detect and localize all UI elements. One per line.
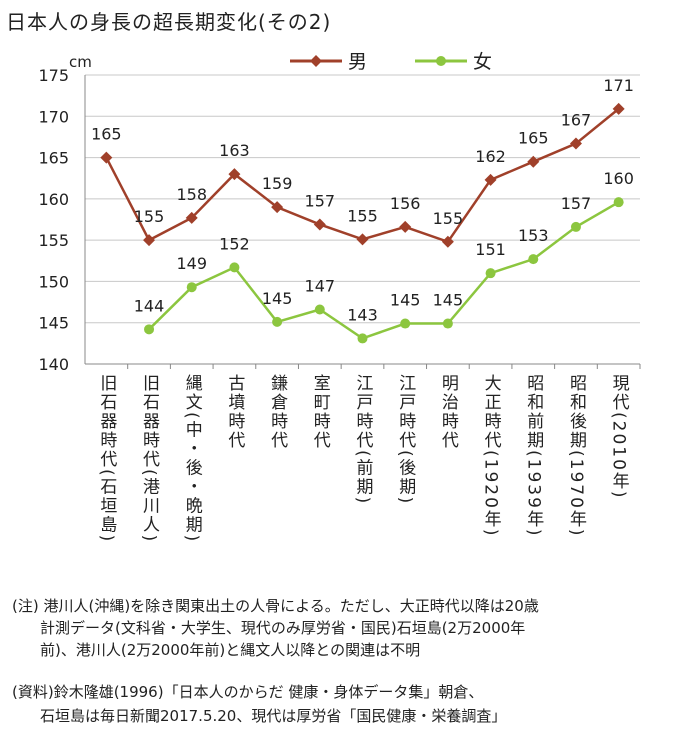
data-point-female [186,282,197,293]
data-label: 159 [262,174,293,193]
data-label: 157 [561,194,592,213]
data-label: 155 [347,206,378,225]
data-point-male [569,137,582,150]
data-point-female [357,333,368,344]
data-label: 160 [603,169,634,188]
page-title: 日本人の身長の超長期変化(その2) [6,10,332,34]
data-label: 165 [518,129,549,148]
data-point-male [228,168,241,181]
x-tick-label: 江戸時代(後期) [395,374,416,505]
data-label: 152 [219,234,250,253]
data-point-female [528,254,539,265]
y-tick-label: 165 [38,149,69,168]
data-label: 145 [262,289,293,308]
data-point-male [441,235,454,248]
data-label: 149 [176,254,207,273]
data-point-male [313,218,326,231]
x-tick-label: 旧石器時代(港川人) [139,374,160,543]
data-label: 165 [91,125,122,144]
legend-label: 女 [473,51,492,73]
x-tick-label: 旧石器時代(石垣島) [96,374,117,543]
data-point-male [271,201,284,214]
data-point-male [484,173,497,186]
data-point-female [272,316,283,327]
data-point-female [485,268,496,279]
source-line-2: 石垣島は毎日新聞2017.5.20、現代は厚労省「国民健康・栄養調査」 [40,707,507,725]
data-point-female [442,318,453,329]
x-tick-label: 鎌倉時代 [267,374,288,450]
data-point-male [356,233,369,246]
y-tick-label: 140 [38,355,69,374]
y-tick-label: 170 [38,107,69,126]
y-tick-label: 155 [38,231,69,250]
note-line-2: 計測データ(文科省・大学生、現代のみ厚労省・国民)石垣島(2万2000年 [40,619,526,637]
data-point-male [527,155,540,168]
data-point-male [100,151,113,164]
data-label: 156 [390,194,421,213]
x-tick-label: 江戸時代(前期) [353,374,374,505]
series-line-female [148,201,620,340]
x-tick-label: 明治時代 [438,374,459,450]
x-tick-label: 室町時代 [310,374,331,450]
source-line-1: (資料)鈴木隆雄(1996)「日本人のからだ 健康・身体データ集」朝倉、 [12,683,484,701]
data-label: 151 [475,240,506,259]
data-point-female [229,262,240,273]
legend-marker [310,55,322,67]
data-label: 147 [305,277,336,296]
data-label: 171 [603,76,634,95]
x-tick-label: 昭和前期(1939年) [523,374,544,538]
legend-marker [436,56,446,66]
data-label: 155 [433,209,464,228]
data-point-male [399,220,412,233]
y-axis-unit: cm [69,53,92,71]
x-tick-label: 古墳時代 [224,374,245,450]
x-tick-label: 大正時代(1920年) [481,374,502,538]
data-point-female [314,304,325,315]
y-tick-label: 150 [38,272,69,291]
data-point-female [400,318,411,329]
data-label: 143 [347,305,378,324]
data-label: 163 [219,141,250,160]
y-tick-label: 145 [38,314,69,333]
data-point-female [144,324,155,335]
data-point-male [143,234,156,247]
note-line-1: (注) 港川人(沖縄)を除き関東出土の人骨による。ただし、大正時代以降は20歳 [12,597,539,615]
data-label: 158 [176,185,207,204]
data-label: 145 [433,291,464,310]
x-tick-label: 現代(2010年) [609,374,630,500]
data-label: 167 [561,111,592,130]
note-line-3: 前)、港川人(2万2000年前)と縄文人以降との関連は不明 [40,641,421,659]
y-tick-label: 160 [38,190,69,209]
y-tick-label: 175 [38,66,69,85]
data-label: 153 [518,226,549,245]
data-point-female [570,221,581,232]
data-point-female [613,197,624,208]
data-point-male [185,211,198,224]
data-label: 157 [305,191,336,210]
data-label: 155 [134,207,165,226]
x-tick-label: 昭和後期(1970年) [566,374,587,538]
x-tick-label: 縄文(中・後・晩期) [182,374,203,543]
data-label: 162 [475,147,506,166]
legend-label: 男 [348,51,367,73]
data-label: 145 [390,291,421,310]
data-label: 144 [134,296,165,315]
data-point-male [612,102,625,115]
